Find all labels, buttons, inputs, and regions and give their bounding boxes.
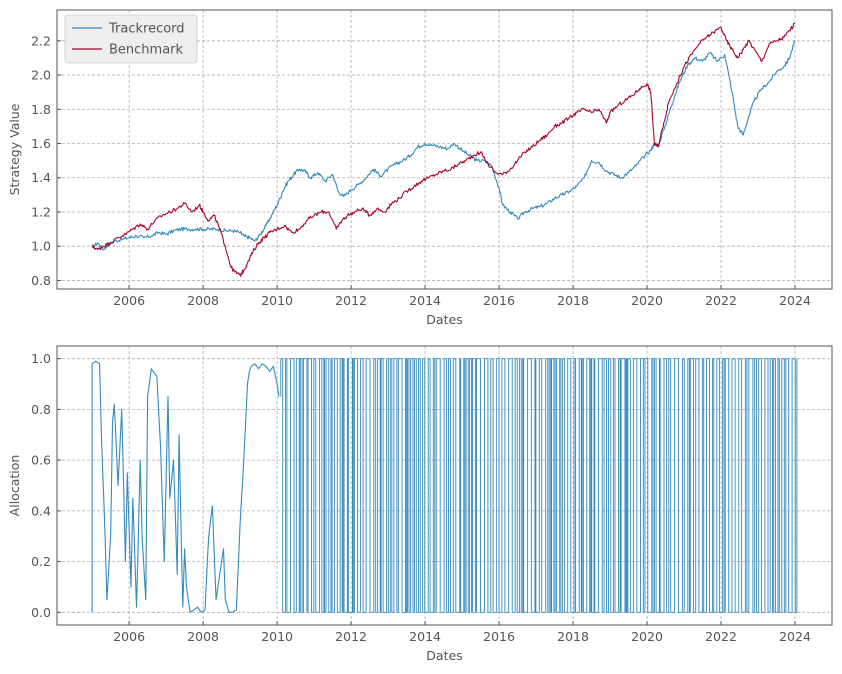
strategy-value-series: [91, 22, 796, 277]
strategy-value-grid: [57, 10, 832, 289]
strategy-value-y-tick-label: 2.2: [31, 33, 51, 48]
strategy-value-x-axis-label: Dates: [426, 312, 462, 327]
allocation-y-axis-label: Allocation: [7, 455, 22, 517]
strategy-value-x-tick-label: 2006: [113, 293, 145, 308]
legend-box: [64, 14, 198, 64]
strategy-value-x-tick-label: 2016: [483, 293, 515, 308]
strategy-value-x-tick-label: 2010: [261, 293, 293, 308]
allocation-x-axis-label: Dates: [426, 648, 462, 663]
legend-benchmark-label: Benchmark: [109, 43, 184, 58]
strategy-value-x-tick-label: 2012: [335, 293, 367, 308]
allocation-x-tick-label: 2010: [261, 629, 293, 644]
strategy-value-x-tick-label: 2018: [557, 293, 589, 308]
strategy-value-y-tick-label: 1.6: [31, 136, 51, 151]
strategy-value-x-tick-label: 2014: [409, 293, 441, 308]
allocation-series-switching: [280, 358, 798, 613]
strategy-value-y-tick-label: 1.0: [31, 239, 51, 254]
allocation-y-tick-label: 0.6: [31, 453, 51, 468]
allocation-x-tick-label: 2016: [483, 629, 515, 644]
allocation-plot-frame: [56, 345, 833, 626]
strategy-value-x-tick-label: 2022: [705, 293, 737, 308]
strategy-value-x-tick-label: 2020: [631, 293, 663, 308]
strategy-value-series-benchmark: [91, 22, 796, 277]
strategy-value-series-trackrecord: [91, 40, 796, 251]
allocation-x-tick-label: 2008: [187, 629, 219, 644]
strategy-value-chart: 2006 2008 2010 2012 2014 2016 2018 2020 2022 2024…: [7, 9, 833, 327]
allocation-x-tick-label: 2014: [409, 629, 441, 644]
allocation-x-tick-label: 2020: [631, 629, 663, 644]
allocation-series-line: [91, 360, 280, 613]
strategy-value-ticks: 2006 2008 2010 2012 2014 2016 2018 2020 2022 2024…: [31, 33, 811, 308]
allocation-series: [91, 358, 798, 613]
legend-trackrecord-label: Trackrecord: [108, 22, 185, 37]
strategy-value-y-tick-label: 1.8: [31, 102, 51, 117]
allocation-y-tick-label: 1.0: [31, 351, 51, 366]
strategy-value-y-tick-label: 0.8: [31, 273, 51, 288]
allocation-ticks: 2006 2008 2010 2012 2014 2016 2018 2020 2022 2024…: [31, 351, 811, 644]
allocation-x-tick-label: 2006: [113, 629, 145, 644]
allocation-x-tick-label: 2022: [705, 629, 737, 644]
strategy-value-x-tick-label: 2008: [187, 293, 219, 308]
strategy-value-y-tick-label: 2.0: [31, 68, 51, 83]
legend: Trackrecord Benchmark: [64, 14, 198, 64]
allocation-x-tick-label: 2012: [335, 629, 367, 644]
strategy-value-y-tick-label: 1.4: [31, 170, 51, 185]
allocation-x-tick-label: 2024: [779, 629, 811, 644]
strategy-value-x-tick-label: 2024: [779, 293, 811, 308]
allocation-y-tick-label: 0.0: [31, 605, 51, 620]
allocation-chart: 2006 2008 2010 2012 2014 2016 2018 2020 2022 2024…: [7, 345, 833, 663]
strategy-value-plot-frame: [56, 9, 833, 290]
allocation-y-tick-label: 0.4: [31, 503, 51, 518]
strategy-value-y-tick-label: 1.2: [31, 204, 51, 219]
allocation-y-tick-label: 0.2: [31, 554, 51, 569]
strategy-value-y-axis-label: Strategy Value: [7, 103, 22, 195]
allocation-x-tick-label: 2018: [557, 629, 589, 644]
allocation-y-tick-label: 0.8: [31, 402, 51, 417]
